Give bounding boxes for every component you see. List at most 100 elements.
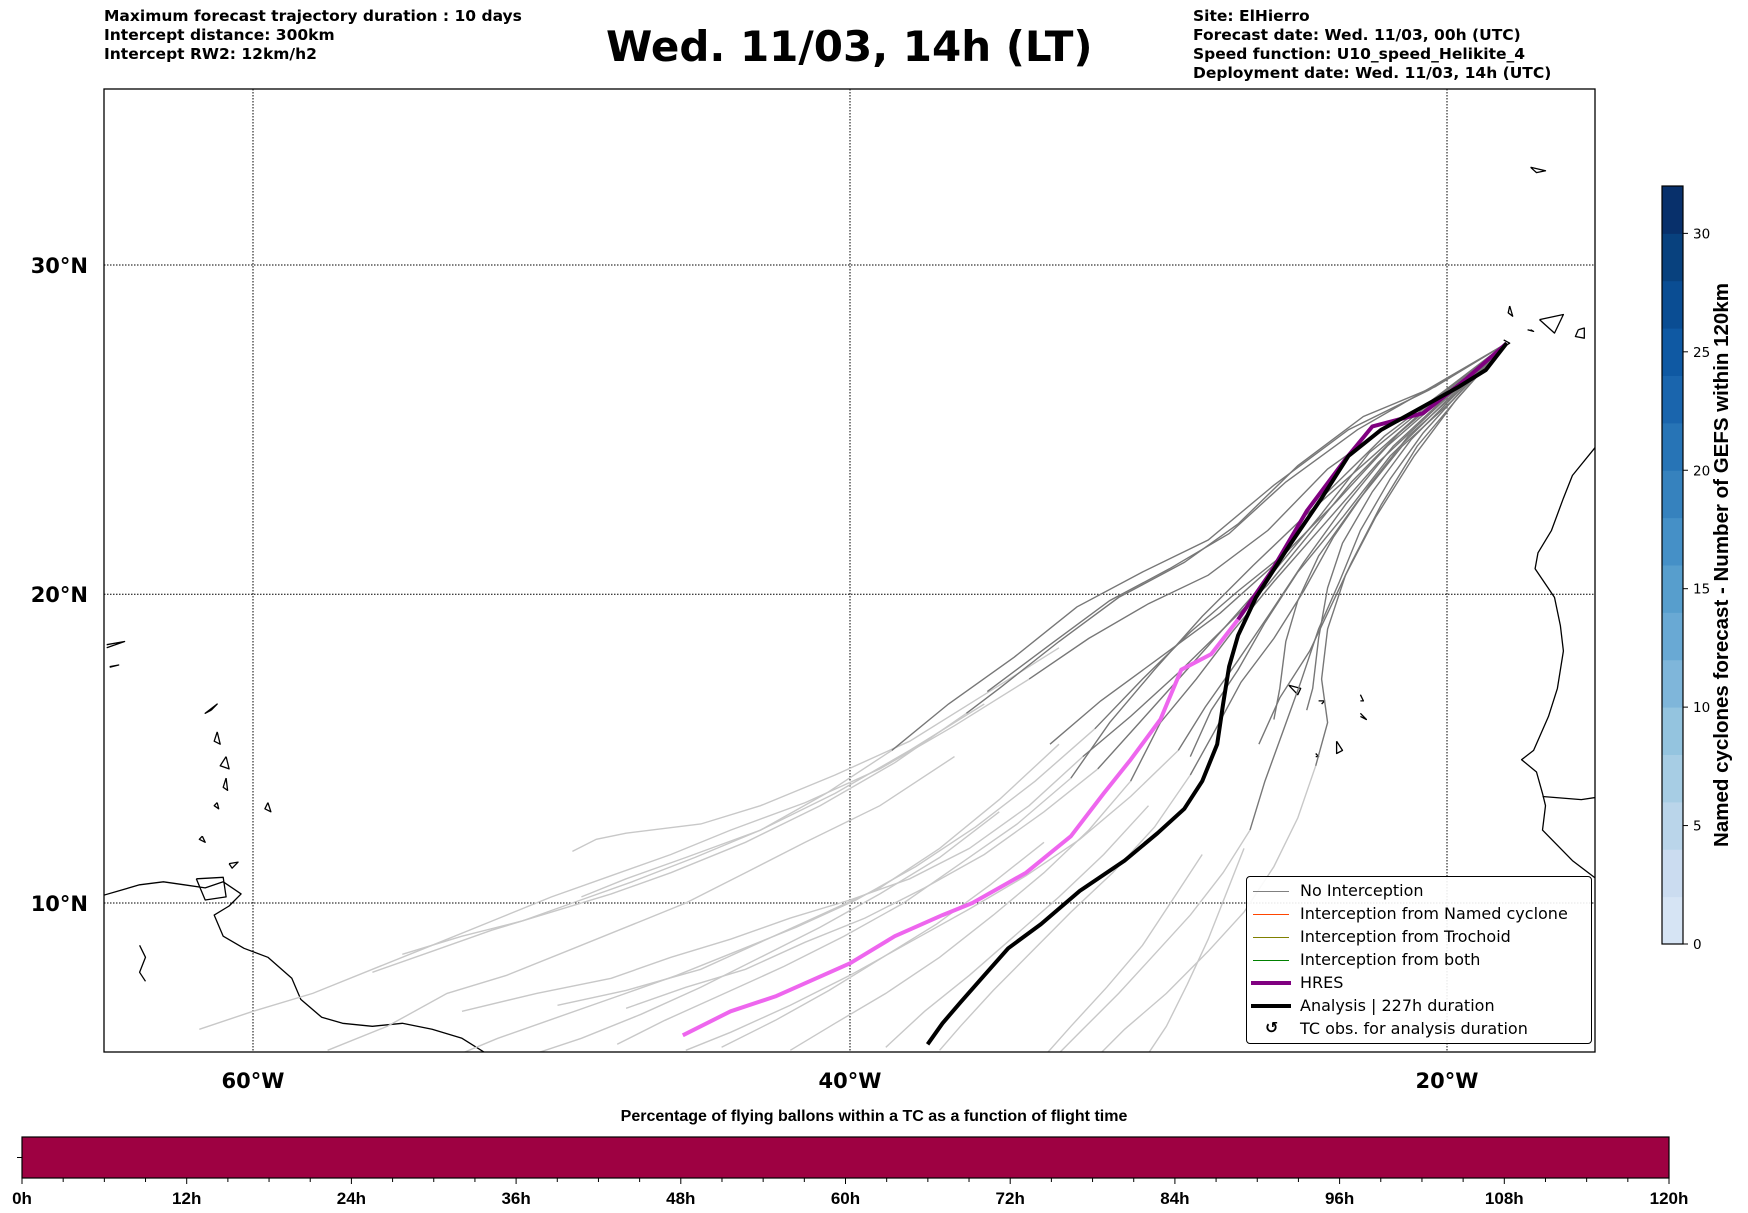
colorbar-tick-label: 30 (1693, 226, 1710, 242)
trajectory-no-interception (372, 712, 967, 973)
legend-swatch (1253, 891, 1289, 892)
trajectory-no-interception (1100, 765, 1317, 1052)
coastline (1539, 313, 1565, 334)
trajectory-no-interception (986, 342, 1508, 693)
trajectory-no-interception (402, 749, 893, 955)
colorbar-band (1662, 375, 1683, 424)
colorbar-band (1662, 896, 1683, 945)
coastline (1359, 694, 1365, 702)
legend-item-hres: HRES (1247, 972, 1591, 995)
trajectory-no-interception (965, 342, 1508, 714)
trajectory-no-interception (1028, 342, 1508, 680)
speed-function-text: Speed function: U10_speed_Helikite_4 (1193, 45, 1526, 63)
legend-label: TC obs. for analysis duration (1300, 1019, 1528, 1038)
coastline (1527, 329, 1535, 333)
colorbar-band (1662, 422, 1683, 471)
trajectory-no-interception (625, 768, 1099, 1009)
colorbar-band (1662, 233, 1683, 282)
trajectory-no-interception (463, 728, 1096, 1052)
trajectory-no-interception (891, 342, 1508, 751)
trajectory-no-interception (1315, 342, 1508, 766)
legend-label: Interception from both (1300, 950, 1481, 969)
trajectory-no-interception (616, 777, 1072, 1045)
trajectory-no-interception (557, 743, 1060, 1006)
trajectory-no-interception (939, 774, 1191, 1051)
colorbar-band (1662, 707, 1683, 755)
longitude-label: 20°W (1416, 1069, 1479, 1093)
x-tick-label: 120h (1650, 1189, 1689, 1208)
legend-item-no-interception: No Interception (1247, 880, 1591, 903)
coastline (1318, 700, 1326, 705)
coastline (222, 777, 229, 792)
legend-swatch (1253, 937, 1289, 938)
coastline (1335, 740, 1344, 755)
colorbar-tick-label: 20 (1693, 463, 1710, 479)
latitude-labels: 30°N 20°N 10°N (31, 254, 88, 916)
colorbar-band (1662, 801, 1683, 850)
legend-label: Analysis | 227h duration (1300, 996, 1495, 1015)
trajectory-map: 60°W 40°W 20°W 30°N 20°N 10°N 0 5 10 15 20 25 30 (31, 88, 1710, 1093)
latitude-label: 10°N (31, 892, 88, 916)
colorbar: 0 5 10 15 20 25 30 (1661, 185, 1710, 953)
trajectory-no-interception (1177, 342, 1508, 751)
coastline (213, 731, 221, 745)
trajectory-no-interception (1189, 342, 1508, 757)
intercept-rw2-text: Intercept RW2: 12km/h2 (104, 45, 317, 63)
colorbar-band (1662, 849, 1683, 898)
trajectories-light (199, 647, 1317, 1052)
header-right-info: Site: ElHierro Forecast date: Wed. 11/03… (1193, 7, 1551, 83)
longitude-label: 40°W (819, 1069, 882, 1093)
coastline (228, 861, 239, 869)
trajectory-no-interception (1189, 342, 1508, 776)
trajectory-no-interception (1094, 342, 1508, 730)
coastline (213, 802, 220, 810)
colorbar-band (1662, 754, 1683, 803)
x-tick-label: 84h (1160, 1189, 1189, 1208)
trajectory-no-interception (572, 647, 1060, 853)
coastline (138, 945, 147, 982)
trajectory-no-interception (461, 756, 1084, 1012)
header-left-info: Maximum forecast trajectory duration : 1… (104, 7, 522, 64)
trajectory-no-interception (1148, 848, 1245, 1052)
legend: No Interception Interception from Named … (1246, 876, 1592, 1044)
colorbar-band (1662, 186, 1683, 234)
colorbar-band (1662, 565, 1683, 613)
legend-item-tc-obs: ↺ TC obs. for analysis duration (1247, 1018, 1591, 1041)
x-tick-label: 96h (1325, 1189, 1354, 1208)
colorbar-label: Named cyclones forecast - Number of GEFS… (1710, 283, 1733, 847)
coastline (1288, 684, 1302, 696)
coastline (204, 703, 218, 714)
trajectory-no-interception (885, 805, 1150, 1048)
legend-label: No Interception (1300, 881, 1424, 900)
max-duration-text: Maximum forecast trajectory duration : 1… (104, 7, 522, 25)
trajectory-no-interception (1070, 342, 1508, 779)
tc-obs-icon: ↺ (1265, 1018, 1279, 1037)
coastline (195, 876, 227, 901)
latitude-label: 20°N (31, 583, 88, 607)
colorbar-tick-label: 25 (1693, 345, 1710, 361)
coastline (106, 640, 126, 649)
coastline (104, 881, 486, 1052)
coastlines (104, 166, 1595, 1052)
trajectory-no-interception (1273, 342, 1508, 720)
trajectory-no-interception (537, 811, 1000, 1052)
legend-item-named-cyclone: Interception from Named cyclone (1247, 903, 1591, 926)
longitude-labels: 60°W 40°W 20°W (222, 1069, 1479, 1093)
colorbar-tick-label: 15 (1693, 582, 1710, 598)
percentage-segment (22, 1137, 1669, 1178)
trajectory-no-interception (1306, 342, 1508, 711)
colorbar-frame (1661, 185, 1684, 945)
trajectory-no-interception (1129, 342, 1508, 782)
legend-label: HRES (1300, 973, 1344, 992)
trajectory-no-interception (685, 749, 1179, 1051)
deployment-date-text: Deployment date: Wed. 11/03, 14h (UTC) (1193, 64, 1552, 82)
colorbar-band (1662, 280, 1683, 329)
analysis-trajectory (925, 341, 1509, 1046)
coastline (219, 756, 230, 770)
legend-item-both: Interception from both (1247, 949, 1591, 972)
coastline (1359, 712, 1368, 721)
colorbar-band (1662, 517, 1683, 566)
legend-swatch (1253, 914, 1289, 915)
legend-swatch (1251, 981, 1291, 985)
percentage-bar-title: Percentage of flying ballons within a TC… (620, 1108, 1128, 1125)
